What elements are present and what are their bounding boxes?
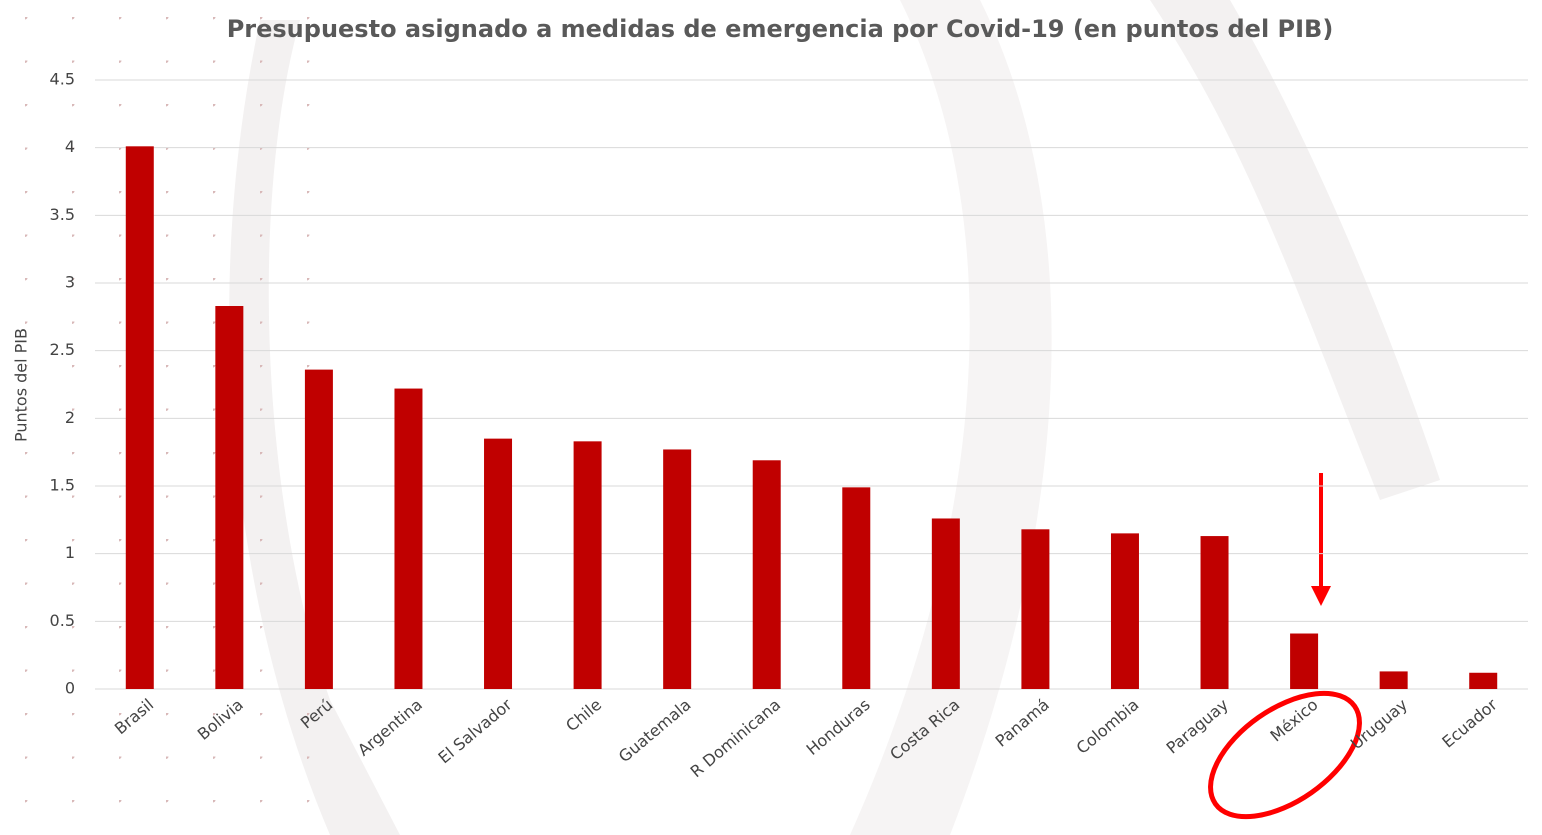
x-tick-label: Panamá [992, 695, 1053, 751]
x-tick-label: Ecuador [1438, 695, 1501, 752]
bar [1290, 633, 1319, 689]
bar [752, 460, 781, 689]
bar [484, 438, 513, 689]
y-tick-label: 0.5 [50, 611, 75, 630]
bar [663, 449, 692, 689]
x-tick-label: Paraguay [1163, 695, 1232, 758]
bar [304, 369, 333, 689]
mexico-highlight [1208, 473, 1362, 820]
x-tick-label: Guatemala [615, 695, 695, 766]
bar [1110, 533, 1139, 689]
y-tick-label: 3 [65, 273, 75, 292]
bar [1021, 529, 1050, 689]
y-tick-label: 1 [65, 543, 75, 562]
bar [394, 388, 423, 689]
background-decoration [0, 0, 1440, 835]
y-tick-label: 3.5 [50, 205, 75, 224]
y-tick-label: 0 [65, 679, 75, 698]
y-tick-label: 4.5 [50, 70, 75, 89]
bar [1200, 536, 1229, 689]
y-tick-label: 2 [65, 408, 75, 427]
bar [125, 146, 154, 689]
bar [573, 441, 602, 689]
bar [842, 487, 871, 689]
x-tick-label: R Dominicana [687, 695, 785, 781]
x-tick-label: México [1267, 695, 1322, 745]
chart-title: Presupuesto asignado a medidas de emerge… [227, 15, 1334, 43]
bar [215, 306, 244, 689]
y-tick-label: 4 [65, 137, 75, 156]
y-tick-label: 2.5 [50, 340, 75, 359]
bar [1469, 672, 1498, 689]
x-tick-label: Argentina [354, 695, 426, 760]
x-tick-label: El Salvador [434, 695, 515, 768]
y-tick-label: 1.5 [50, 476, 75, 495]
y-axis-label: Puntos del PIB [12, 328, 31, 442]
x-tick-label: Chile [562, 695, 605, 735]
x-tick-label: Honduras [803, 695, 874, 759]
x-tick-label: Colombia [1073, 695, 1143, 758]
bar [1379, 671, 1408, 689]
bar [931, 518, 960, 689]
x-tick-label: Uruguay [1347, 695, 1411, 753]
